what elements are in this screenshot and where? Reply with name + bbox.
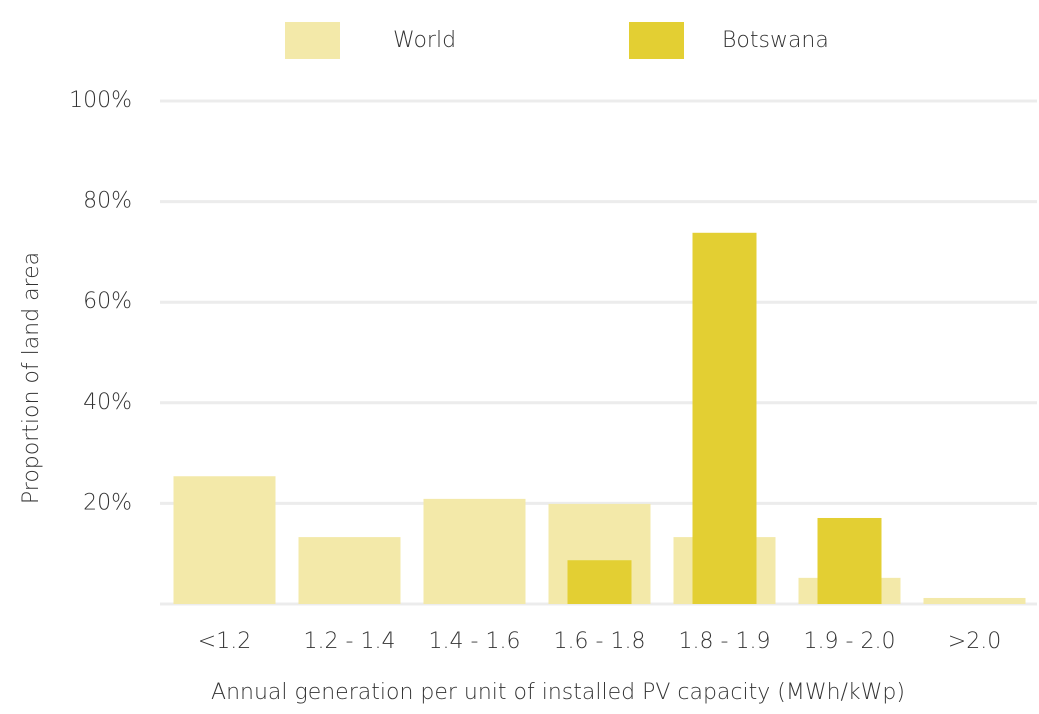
legend-swatch xyxy=(629,22,684,59)
bar xyxy=(692,232,757,604)
y-tick-label: 40% xyxy=(83,390,132,415)
bar xyxy=(173,476,276,604)
y-axis-title: Proportion of land area xyxy=(19,252,44,504)
bar xyxy=(817,517,882,604)
x-tick-label: 1.2 - 1.4 xyxy=(304,629,396,654)
y-tick-label: 60% xyxy=(83,289,132,314)
x-tick-label: >2.0 xyxy=(948,629,1001,654)
y-tick-label: 20% xyxy=(83,490,132,515)
bar xyxy=(298,537,401,604)
x-tick-label: 1.6 - 1.8 xyxy=(554,629,646,654)
y-tick-label: 80% xyxy=(83,189,132,214)
bar xyxy=(923,597,1026,604)
legend-label: Botswana xyxy=(722,28,829,53)
y-tick-label: 100% xyxy=(69,88,132,113)
legend-label: World xyxy=(393,28,456,53)
legend-swatch xyxy=(285,22,340,59)
bar xyxy=(423,498,526,604)
x-axis-title: Annual generation per unit of installed … xyxy=(211,680,905,705)
bar xyxy=(567,560,632,604)
x-tick-label: 1.8 - 1.9 xyxy=(679,629,771,654)
x-tick-label: 1.4 - 1.6 xyxy=(429,629,521,654)
x-tick-label: <1.2 xyxy=(198,629,251,654)
x-tick-label: 1.9 - 2.0 xyxy=(804,629,896,654)
